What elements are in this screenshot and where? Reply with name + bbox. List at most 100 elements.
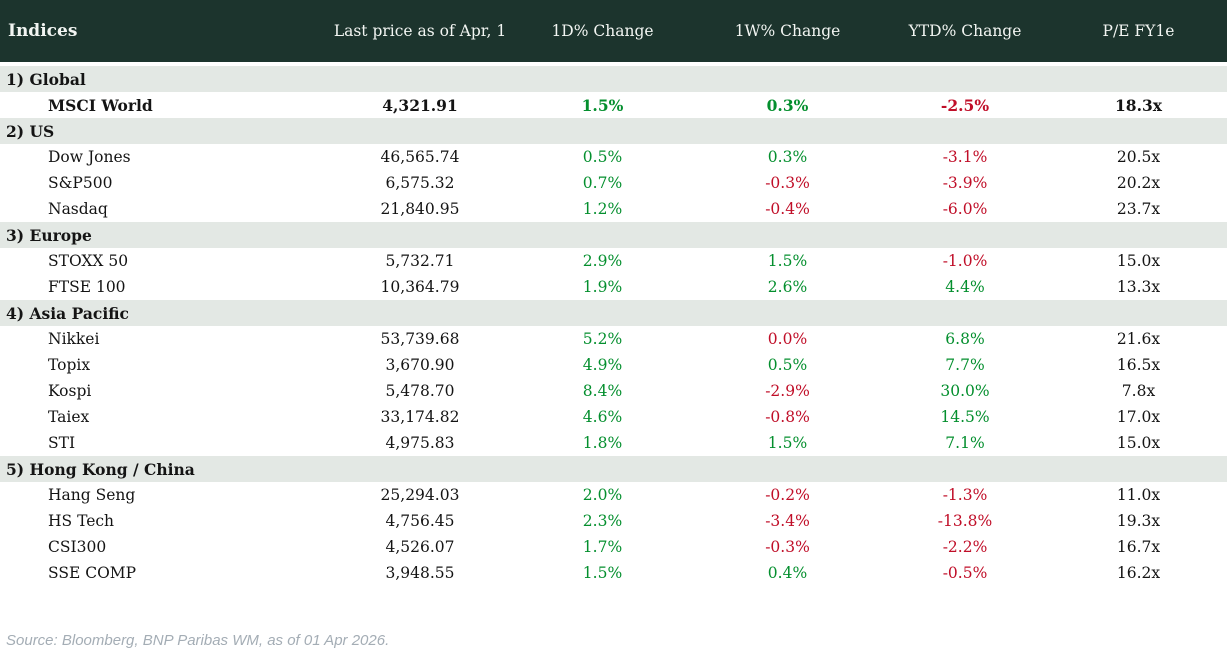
last-price-value: 5,478.70 bbox=[385, 382, 455, 400]
change-ytd-value: -3.1% bbox=[942, 148, 988, 166]
section-label: 3) Europe bbox=[0, 222, 1227, 248]
index-name: MSCI World bbox=[48, 95, 153, 115]
index-name: FTSE 100 bbox=[48, 278, 126, 296]
pe-fy1e-value: 21.6x bbox=[1116, 330, 1161, 348]
change-ytd-value: 30.0% bbox=[940, 382, 990, 400]
change-1w-value: -0.8% bbox=[765, 408, 810, 426]
last-price-value: 3,948.55 bbox=[385, 564, 455, 582]
pe-fy1e-value: 11.0x bbox=[1116, 486, 1161, 504]
change-ytd-value: 7.7% bbox=[945, 356, 985, 374]
change-1d-value: 4.6% bbox=[582, 408, 623, 426]
change-1w-value: -0.2% bbox=[765, 486, 810, 504]
last-price-value: 4,526.07 bbox=[385, 538, 455, 556]
section-label: 1) Global bbox=[0, 64, 1227, 92]
change-1w-value: 0.3% bbox=[766, 95, 809, 115]
last-price-value: 33,174.82 bbox=[380, 408, 460, 426]
change-ytd-value: -1.0% bbox=[942, 252, 988, 270]
change-ytd-value: -1.3% bbox=[942, 486, 988, 504]
index-name: Kospi bbox=[48, 382, 92, 400]
change-1d-value: 5.2% bbox=[582, 330, 623, 348]
pe-fy1e-value: 16.2x bbox=[1116, 564, 1161, 582]
pe-fy1e-value: 15.0x bbox=[1116, 252, 1161, 270]
change-1w-value: 0.5% bbox=[767, 356, 808, 374]
index-row: STOXX 50 5,732.71 2.9% 1.5% -1.0% 15.0x bbox=[0, 248, 1227, 274]
pe-fy1e-value: 20.2x bbox=[1116, 174, 1161, 192]
last-price-value: 4,756.45 bbox=[385, 512, 455, 530]
index-row: HS Tech 4,756.45 2.3% -3.4% -13.8% 19.3x bbox=[0, 508, 1227, 534]
change-1d-value: 2.3% bbox=[582, 512, 623, 530]
change-1d-value: 1.8% bbox=[582, 434, 623, 452]
table-title: Indices bbox=[0, 0, 330, 66]
change-ytd-value: -2.5% bbox=[940, 95, 990, 115]
change-1w-value: -2.9% bbox=[765, 382, 810, 400]
change-1d-value: 8.4% bbox=[582, 382, 623, 400]
change-1d-value: 1.5% bbox=[581, 95, 624, 115]
change-1d-value: 1.5% bbox=[582, 564, 623, 582]
index-name: Dow Jones bbox=[48, 148, 131, 166]
change-1w-value: -0.3% bbox=[765, 174, 810, 192]
column-header-1w-change: 1W% Change bbox=[695, 0, 880, 66]
last-price-value: 5,732.71 bbox=[385, 252, 455, 270]
index-name: SSE COMP bbox=[48, 564, 137, 582]
change-ytd-value: 7.1% bbox=[945, 434, 985, 452]
index-row: STI 4,975.83 1.8% 1.5% 7.1% 15.0x bbox=[0, 430, 1227, 456]
index-name: HS Tech bbox=[48, 512, 115, 530]
column-header-ytd-change: YTD% Change bbox=[880, 0, 1050, 66]
pe-fy1e-value: 16.5x bbox=[1116, 356, 1161, 374]
pe-fy1e-value: 20.5x bbox=[1116, 148, 1161, 166]
change-1d-value: 4.9% bbox=[582, 356, 623, 374]
change-ytd-value: -13.8% bbox=[937, 512, 993, 530]
pe-fy1e-value: 13.3x bbox=[1116, 278, 1161, 296]
column-header-last-price: Last price as of Apr, 1 bbox=[330, 0, 510, 66]
indices-table: Indices Last price as of Apr, 1 1D% Chang… bbox=[0, 0, 1227, 586]
index-row: Kospi 5,478.70 8.4% -2.9% 30.0% 7.8x bbox=[0, 378, 1227, 404]
last-price-value: 6,575.32 bbox=[385, 174, 455, 192]
last-price-value: 25,294.03 bbox=[380, 486, 460, 504]
index-row: CSI300 4,526.07 1.7% -0.3% -2.2% 16.7x bbox=[0, 534, 1227, 560]
last-price-value: 4,321.91 bbox=[382, 95, 458, 115]
change-ytd-value: -3.9% bbox=[942, 174, 988, 192]
index-name: Topix bbox=[48, 356, 91, 374]
section-label: 2) US bbox=[0, 118, 1227, 144]
index-row: Topix 3,670.90 4.9% 0.5% 7.7% 16.5x bbox=[0, 352, 1227, 378]
index-row: Nikkei 53,739.68 5.2% 0.0% 6.8% 21.6x bbox=[0, 326, 1227, 352]
pe-fy1e-value: 23.7x bbox=[1116, 200, 1161, 218]
index-row: Taiex 33,174.82 4.6% -0.8% 14.5% 17.0x bbox=[0, 404, 1227, 430]
last-price-value: 21,840.95 bbox=[380, 200, 460, 218]
change-1d-value: 2.0% bbox=[582, 486, 623, 504]
section-row: 2) US bbox=[0, 118, 1227, 144]
change-1w-value: 0.0% bbox=[767, 330, 808, 348]
change-1d-value: 1.7% bbox=[582, 538, 623, 556]
pe-fy1e-value: 19.3x bbox=[1116, 512, 1161, 530]
index-row: SSE COMP 3,948.55 1.5% 0.4% -0.5% 16.2x bbox=[0, 560, 1227, 586]
column-header-pe-fy1e: P/E FY1e bbox=[1050, 0, 1227, 66]
index-name: Nikkei bbox=[48, 330, 100, 348]
change-1w-value: -3.4% bbox=[765, 512, 810, 530]
pe-fy1e-value: 16.7x bbox=[1116, 538, 1161, 556]
section-row: 1) Global bbox=[0, 64, 1227, 92]
section-row: 3) Europe bbox=[0, 222, 1227, 248]
change-1d-value: 2.9% bbox=[582, 252, 623, 270]
last-price-value: 3,670.90 bbox=[385, 356, 455, 374]
index-row: S&P500 6,575.32 0.7% -0.3% -3.9% 20.2x bbox=[0, 170, 1227, 196]
index-row: Dow Jones 46,565.74 0.5% 0.3% -3.1% 20.5x bbox=[0, 144, 1227, 170]
column-header-1d-change: 1D% Change bbox=[510, 0, 695, 66]
last-price-value: 53,739.68 bbox=[380, 330, 460, 348]
change-ytd-value: 4.4% bbox=[945, 278, 985, 296]
change-ytd-value: 6.8% bbox=[945, 330, 985, 348]
index-name: S&P500 bbox=[48, 174, 113, 192]
change-1w-value: 0.3% bbox=[767, 148, 808, 166]
table-header-row: Indices Last price as of Apr, 1 1D% Chang… bbox=[0, 0, 1227, 66]
change-ytd-value: -0.5% bbox=[942, 564, 988, 582]
section-row: 5) Hong Kong / China bbox=[0, 456, 1227, 482]
change-1d-value: 1.9% bbox=[582, 278, 623, 296]
change-1d-value: 0.5% bbox=[582, 148, 623, 166]
change-1w-value: 2.6% bbox=[767, 278, 808, 296]
section-label: 4) Asia Pacific bbox=[0, 300, 1227, 326]
change-ytd-value: -2.2% bbox=[942, 538, 988, 556]
change-1w-value: -0.4% bbox=[765, 200, 810, 218]
change-1w-value: -0.3% bbox=[765, 538, 810, 556]
last-price-value: 46,565.74 bbox=[380, 148, 460, 166]
pe-fy1e-value: 17.0x bbox=[1116, 408, 1161, 426]
index-name: STOXX 50 bbox=[48, 252, 129, 270]
